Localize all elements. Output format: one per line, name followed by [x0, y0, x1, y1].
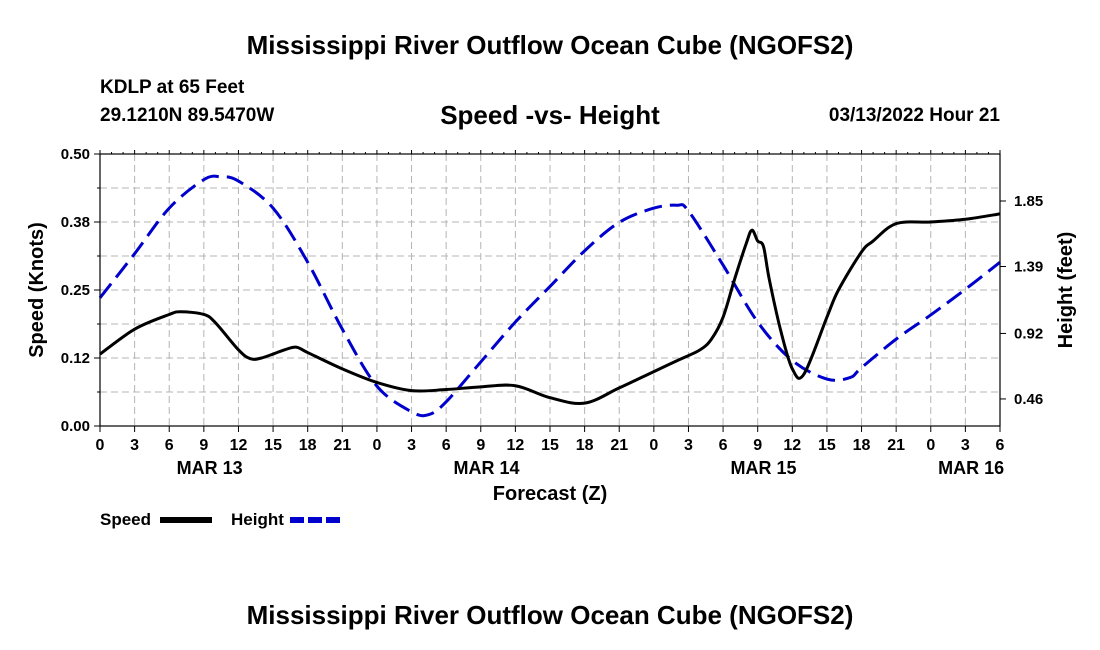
x-tick-label: 18 — [853, 437, 871, 454]
x-tick-label: 12 — [783, 437, 801, 454]
x-tick-label: 12 — [230, 437, 248, 454]
x-tick-label: 6 — [165, 437, 174, 454]
x-tick-label: 0 — [372, 437, 381, 454]
legend-speed-label: Speed — [100, 510, 151, 529]
axes: 0 3 6 9 12 15 18 21 0 3 6 9 12 15 18 21 0 3 6 9 12 15 18 21 0 3 6M… — [61, 146, 1043, 478]
x-tick-label: 3 — [407, 437, 416, 454]
x-tick-label: 15 — [818, 437, 836, 454]
x-tick-label: 3 — [961, 437, 970, 454]
grid-lines — [100, 154, 1000, 426]
coordinates-label: 29.1210N 89.5470W — [100, 105, 275, 126]
forecast-datetime: 03/13/2022 Hour 21 — [828, 105, 1000, 126]
x-tick-label: 9 — [199, 437, 208, 454]
x-tick-label: 6 — [996, 437, 1005, 454]
y-left-tick-label: 0.38 — [61, 214, 90, 231]
x-tick-label: 6 — [719, 437, 728, 454]
height-series-line — [98, 174, 1001, 418]
x-tick-label: 6 — [442, 437, 451, 454]
date-label: MAR 16 — [938, 458, 1004, 478]
y-left-tick-label: 0.00 — [61, 418, 90, 435]
x-tick-label: 18 — [576, 437, 594, 454]
series-layer — [98, 174, 1001, 418]
y-axis-label-right: Height (feet) — [1055, 232, 1077, 349]
legend-height-label: Height — [231, 510, 284, 529]
legend: Speed Height — [100, 510, 342, 529]
y-right-tick-label: 0.46 — [1014, 391, 1043, 408]
y-left-tick-label: 0.50 — [61, 146, 90, 163]
y-right-tick-label: 1.85 — [1014, 193, 1043, 210]
y-right-tick-label: 1.39 — [1014, 259, 1043, 276]
date-label: MAR 14 — [454, 458, 520, 478]
x-tick-label: 3 — [684, 437, 693, 454]
x-axis-label: Forecast (Z) — [493, 483, 607, 505]
x-tick-label: 15 — [541, 437, 559, 454]
x-tick-label: 3 — [130, 437, 139, 454]
y-left-tick-label: 0.12 — [61, 350, 90, 367]
x-tick-label: 21 — [887, 437, 905, 454]
station-label: KDLP at 65 Feet — [100, 77, 245, 98]
x-tick-label: 12 — [506, 437, 524, 454]
date-label: MAR 15 — [730, 458, 796, 478]
y-right-tick-label: 0.92 — [1014, 325, 1043, 342]
y-axis-label-left: Speed (Knots) — [26, 222, 48, 358]
x-tick-label: 15 — [264, 437, 282, 454]
chart-subtitle: Speed -vs- Height — [440, 100, 660, 130]
x-tick-label: 21 — [610, 437, 628, 454]
footer-title: Mississippi River Outflow Ocean Cube (NG… — [246, 600, 854, 630]
x-tick-label: 0 — [649, 437, 658, 454]
y-left-tick-label: 0.25 — [61, 282, 90, 299]
chart-title: Mississippi River Outflow Ocean Cube (NG… — [246, 30, 854, 60]
x-tick-label: 18 — [299, 437, 317, 454]
x-tick-label: 0 — [96, 437, 105, 454]
x-tick-label: 9 — [753, 437, 762, 454]
x-tick-label: 0 — [926, 437, 935, 454]
x-tick-label: 21 — [333, 437, 351, 454]
date-label: MAR 13 — [177, 458, 243, 478]
speed-series-line — [99, 212, 1001, 406]
x-tick-label: 9 — [476, 437, 485, 454]
